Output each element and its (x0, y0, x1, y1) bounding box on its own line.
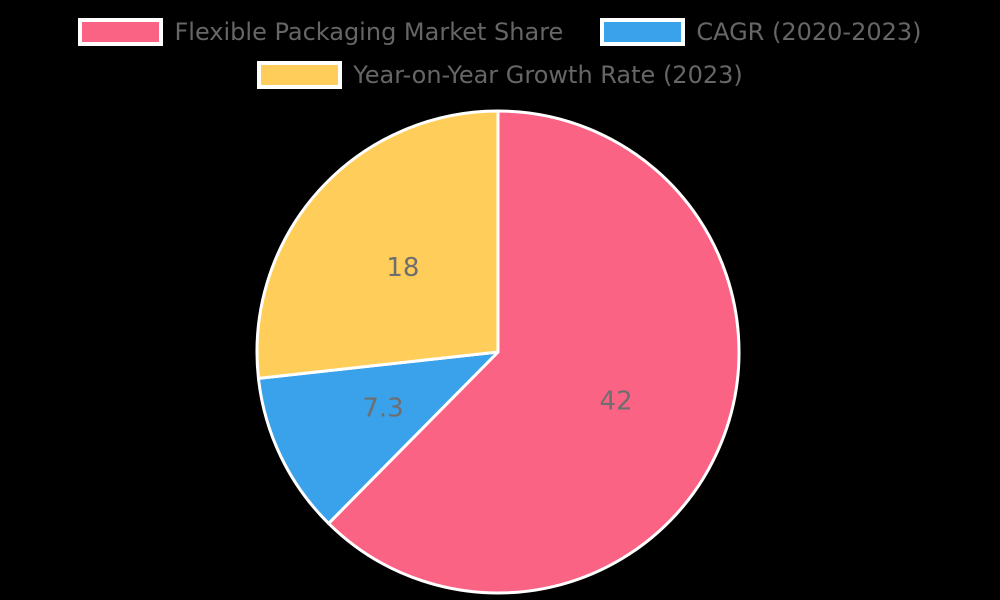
legend-item-cagr: CAGR (2020-2023) (600, 18, 922, 46)
pie-label-2: 18 (386, 253, 419, 283)
legend-item-market-share: Flexible Packaging Market Share (78, 18, 563, 46)
legend-swatch-yoy-growth (257, 61, 343, 89)
legend-row-1: Flexible Packaging Market Share CAGR (20… (0, 18, 1000, 46)
pie-slice-0 (327, 109, 741, 595)
legend-label-market-share: Flexible Packaging Market Share (174, 18, 564, 46)
pie-slice-1 (256, 350, 500, 525)
legend-swatch-market-share (78, 18, 164, 46)
pie-slice-2 (255, 109, 500, 380)
legend-item-yoy-growth: Year-on-Year Growth Rate (2023) (257, 61, 743, 89)
legend-label-cagr: CAGR (2020-2023) (696, 18, 922, 46)
pie-label-0: 42 (600, 387, 633, 417)
legend-label-yoy-growth: Year-on-Year Growth Rate (2023) (353, 61, 743, 89)
pie-label-1: 7.3 (362, 394, 403, 424)
legend-row-2: Year-on-Year Growth Rate (2023) (0, 61, 1000, 89)
legend-swatch-cagr (600, 18, 686, 46)
